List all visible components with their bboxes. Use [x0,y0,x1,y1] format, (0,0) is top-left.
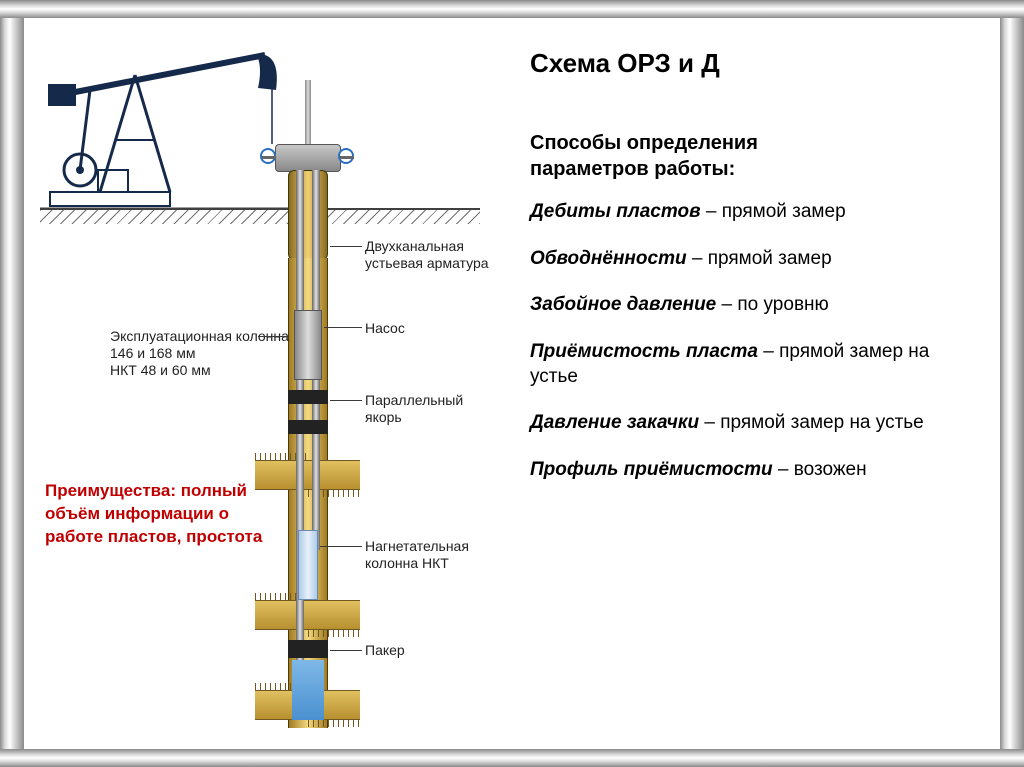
label-anchor: Параллельный якорь [365,392,463,426]
param-injectivity: Приёмистость пласта – прямой замер на ус… [530,340,970,389]
leader-anchor [330,400,362,401]
param-profile: Профиль приёмистости – возожен [530,458,970,483]
subtitle-line-2: параметров работы: [530,158,735,180]
label-injection: Нагнетательная колонна НКТ [365,538,469,572]
param-bhp-term: Забойное давление [530,294,716,315]
slide-title: Схема ОРЗ и Д [530,48,720,79]
param-injectivity-term: Приёмистость пласта [530,341,758,362]
label-injection-l2: колонна НКТ [365,555,449,571]
subtitle-line-1: Способы определения [530,132,758,154]
label-packer: Пакер [365,642,405,659]
param-inj-pressure-term: Давление закачки [530,412,699,433]
well-diagram: Двухканальная устьевая арматура Эксплуат… [40,20,510,740]
formation-2 [255,600,360,630]
label-casing-l2: 146 и 168 мм [110,345,195,361]
pumpjack-icon [40,20,300,210]
leader-pump [324,327,362,328]
frame-left [0,0,24,767]
param-inj-pressure: Давление закачки – прямой замер на устье [530,411,970,436]
label-wellhead-l2: устьевая арматура [365,255,489,271]
param-bhp: Забойное давление – по уровню [530,293,970,318]
parallel-anchor-bottom [288,420,328,434]
leader-wellhead [330,246,362,247]
wellhead-cap [275,144,341,172]
leader-injection [320,546,362,547]
polished-rod [305,80,311,145]
param-profile-desc: – возожен [773,459,867,480]
parameters-list: Дебиты пластов – прямой замер Обводнённо… [530,200,970,505]
label-anchor-l2: якорь [365,409,402,425]
label-casing-l3: НКТ 48 и 60 мм [110,362,211,378]
label-anchor-l1: Параллельный [365,392,463,408]
label-injection-l1: Нагнетательная [365,538,469,554]
leader-casing [258,336,288,337]
valve-stem-right [340,156,354,159]
frame-right [1000,0,1024,767]
label-wellhead-l1: Двухканальная [365,238,464,254]
label-pump: Насос [365,320,405,337]
frame-bottom [0,749,1024,767]
param-inj-pressure-desc: – прямой замер на устье [699,412,924,433]
param-debit-desc: – прямой замер [701,201,846,222]
downhole-pump [294,310,322,380]
param-watercut: Обводнённости – прямой замер [530,247,970,272]
ground-hatch [40,210,480,224]
methods-subtitle: Способы определения параметров работы: [530,130,758,182]
bottom-fluid [292,660,324,720]
frame-top [0,0,1024,18]
injection-tubing [298,530,318,600]
param-watercut-desc: – прямой замер [687,248,832,269]
param-watercut-term: Обводнённости [530,248,687,269]
param-bhp-desc: – по уровню [716,294,829,315]
formation-1 [255,460,360,490]
leader-packer [330,650,362,651]
wellhead-body [288,170,328,260]
packer [288,640,328,658]
parallel-anchor-top [288,390,328,404]
param-profile-term: Профиль приёмистости [530,459,773,480]
valve-stem-left [262,156,276,159]
param-debit: Дебиты пластов – прямой замер [530,200,970,225]
param-debit-term: Дебиты пластов [530,201,701,222]
label-wellhead: Двухканальная устьевая арматура [365,238,489,272]
